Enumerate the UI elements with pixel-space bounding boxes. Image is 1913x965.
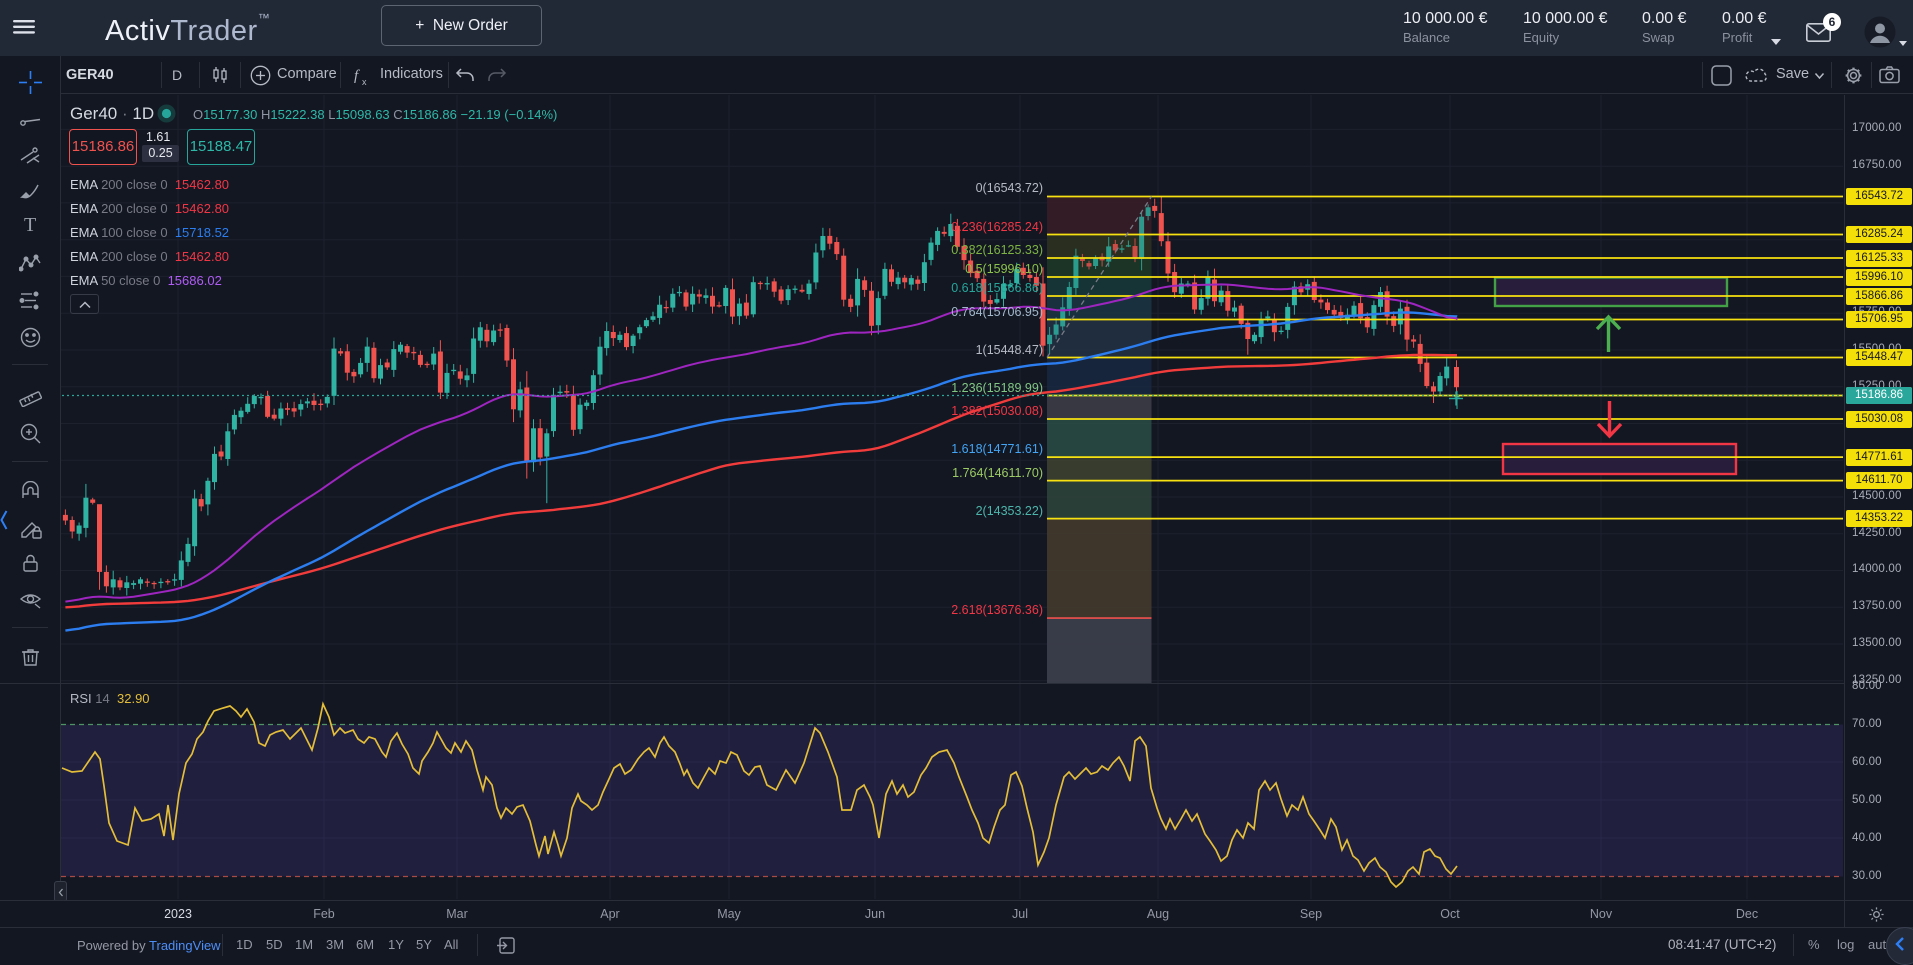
svg-text:f: f	[354, 68, 360, 84]
svg-text:x: x	[362, 77, 367, 87]
